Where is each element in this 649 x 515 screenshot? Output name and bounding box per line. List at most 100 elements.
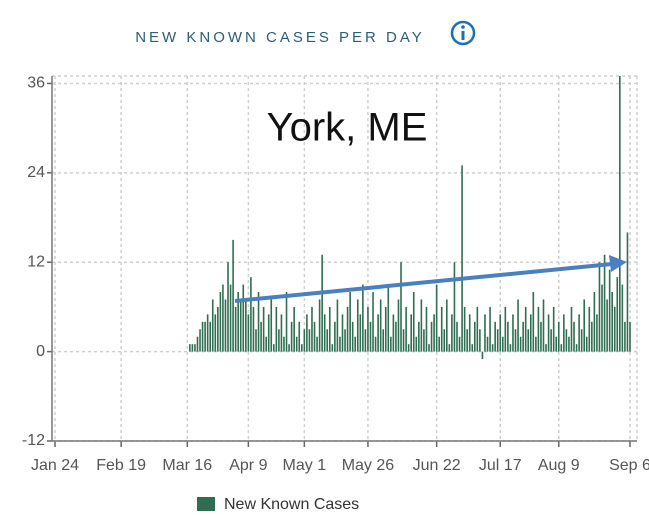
bar	[392, 314, 395, 352]
bar	[580, 329, 583, 352]
y-tick-label: -12	[22, 432, 45, 449]
bar	[328, 306, 331, 352]
bar	[453, 262, 456, 352]
bar	[204, 321, 206, 352]
bar	[606, 299, 608, 352]
bar	[425, 306, 428, 352]
bar	[501, 336, 504, 352]
bar	[456, 321, 458, 352]
bar	[219, 292, 222, 352]
bar	[570, 306, 573, 352]
bar	[196, 336, 199, 352]
bar	[428, 344, 430, 352]
bar	[611, 292, 613, 352]
bar	[267, 314, 270, 352]
bar	[280, 314, 283, 352]
bar	[247, 314, 250, 352]
bar	[527, 329, 530, 352]
bar	[217, 306, 219, 352]
bar	[227, 262, 229, 352]
bar	[359, 314, 362, 352]
bar	[545, 344, 547, 352]
bar	[295, 336, 298, 352]
bar	[563, 314, 565, 352]
bar	[540, 321, 542, 352]
bar	[211, 299, 214, 352]
bar	[461, 165, 463, 352]
bar	[377, 314, 379, 352]
bar	[626, 232, 629, 352]
bar	[448, 344, 451, 352]
bar	[619, 76, 621, 352]
bar	[232, 239, 234, 352]
y-tick-label: 24	[27, 164, 45, 181]
bar	[405, 306, 407, 352]
bar	[463, 306, 466, 352]
bar	[433, 314, 435, 352]
bar	[517, 299, 519, 352]
bar	[209, 321, 211, 352]
bar	[629, 321, 631, 352]
bar	[451, 314, 453, 352]
bar	[446, 299, 448, 352]
bar	[560, 344, 563, 352]
bar	[303, 329, 306, 352]
bar	[613, 306, 616, 352]
bar	[578, 314, 580, 352]
plot-area	[47, 75, 638, 447]
bar	[535, 336, 537, 352]
bar	[468, 314, 471, 352]
bar	[270, 299, 273, 352]
bar	[529, 314, 532, 352]
annotation: York, ME	[267, 106, 428, 150]
bar	[573, 321, 575, 352]
bar	[306, 314, 308, 352]
bar	[509, 344, 512, 352]
bar	[242, 284, 245, 352]
bar	[593, 292, 596, 352]
bar	[608, 269, 611, 352]
bar	[499, 314, 502, 352]
bar	[484, 314, 486, 352]
bar	[316, 336, 318, 352]
bar	[372, 292, 374, 352]
bar	[565, 329, 568, 352]
bar	[252, 306, 255, 352]
bar	[481, 351, 484, 360]
bar	[568, 336, 570, 352]
bar	[245, 299, 247, 352]
bar	[288, 344, 290, 352]
bar	[591, 321, 593, 352]
bar	[519, 336, 522, 352]
bar	[507, 321, 509, 352]
bar	[440, 306, 443, 352]
bar	[194, 344, 196, 352]
bar	[524, 306, 527, 352]
x-tick-label: Aug 9	[538, 457, 580, 474]
bar	[293, 306, 295, 352]
bar	[285, 292, 288, 352]
bar	[321, 254, 323, 352]
bar	[557, 321, 560, 352]
bar	[496, 329, 499, 352]
bar	[384, 306, 387, 352]
x-tick-label: May 1	[283, 457, 327, 474]
bar	[257, 292, 260, 352]
bar	[522, 321, 524, 352]
bar	[598, 262, 601, 352]
info-icon[interactable]	[450, 20, 476, 46]
legend-label: New Known Cases	[224, 496, 359, 513]
bar	[374, 336, 377, 352]
bar	[458, 336, 461, 352]
bar	[334, 321, 336, 352]
bar	[346, 306, 349, 352]
bar	[489, 306, 491, 352]
bar	[547, 314, 550, 352]
bar	[601, 284, 603, 352]
bar	[412, 292, 415, 352]
legend-swatch	[197, 497, 215, 511]
bar	[354, 336, 357, 352]
bar	[397, 299, 400, 352]
bar	[596, 314, 598, 352]
bar	[504, 306, 507, 352]
